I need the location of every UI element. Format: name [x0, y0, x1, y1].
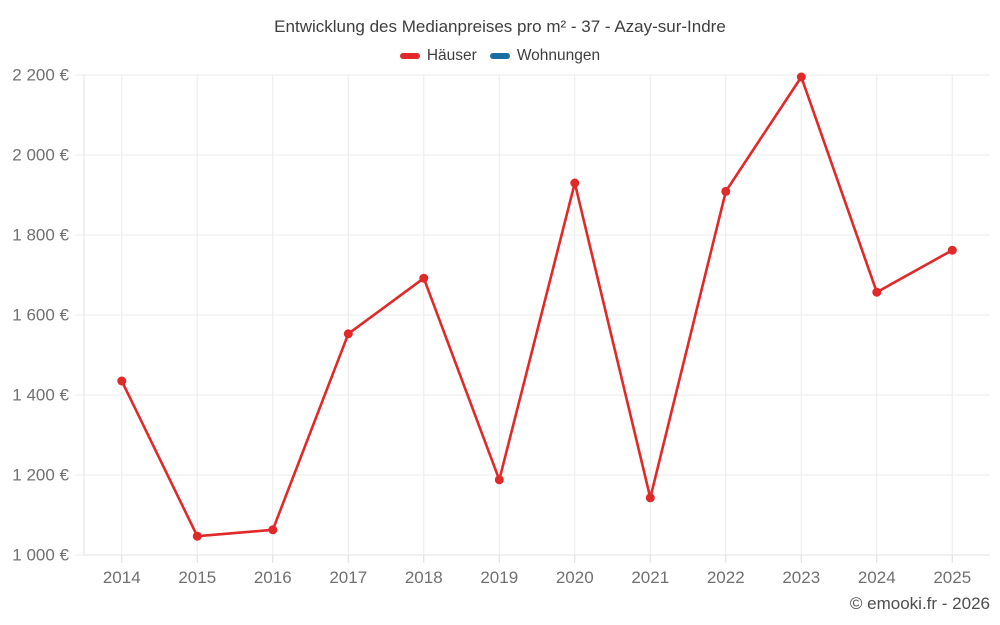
data-point-2022[interactable] — [721, 186, 731, 196]
data-point-2025[interactable] — [947, 245, 957, 255]
x-axis-label: 2021 — [631, 568, 669, 587]
x-axis-label: 2019 — [480, 568, 518, 587]
x-axis-label: 2017 — [329, 568, 367, 587]
legend-label-wohnungen: Wohnungen — [516, 47, 601, 64]
data-point-2023[interactable] — [796, 72, 806, 82]
data-point-2019[interactable] — [494, 475, 504, 485]
y-axis-label: 1 200 € — [12, 466, 69, 485]
x-axis-label: 2025 — [933, 568, 971, 587]
y-axis-label: 2 200 € — [12, 66, 69, 85]
legend-item-haeuser[interactable]: Häuser — [399, 47, 477, 65]
y-axis-label: 1 000 € — [12, 546, 69, 565]
data-point-2020[interactable] — [570, 178, 580, 188]
x-axis-label: 2020 — [556, 568, 594, 587]
data-point-2024[interactable] — [872, 287, 882, 297]
copyright: © emooki.fr - 2026 — [849, 594, 990, 613]
y-axis-label: 1 800 € — [12, 226, 69, 245]
legend-label-haeuser: Häuser — [426, 47, 477, 64]
y-axis-label: 2 000 € — [12, 146, 69, 165]
y-axis-label: 1 600 € — [12, 306, 69, 325]
x-axis-label: 2016 — [254, 568, 292, 587]
data-point-2017[interactable] — [343, 329, 353, 339]
legend-swatch-wohnungen-icon — [489, 53, 510, 59]
x-axis-label: 2024 — [858, 568, 896, 587]
data-point-2018[interactable] — [419, 273, 429, 283]
legend-swatch-haeuser-icon — [399, 53, 420, 59]
chart-title: Entwicklung des Medianpreises pro m² - 3… — [274, 17, 726, 36]
y-axis-label: 1 400 € — [12, 386, 69, 405]
x-axis-label: 2015 — [178, 568, 216, 587]
x-axis-label: 2014 — [103, 568, 141, 587]
data-point-2016[interactable] — [268, 525, 278, 535]
x-axis-label: 2023 — [782, 568, 820, 587]
data-point-2021[interactable] — [645, 493, 655, 503]
data-point-2014[interactable] — [117, 376, 127, 386]
legend-item-wohnungen[interactable]: Wohnungen — [489, 47, 601, 65]
x-axis-label: 2022 — [707, 568, 745, 587]
x-axis-label: 2018 — [405, 568, 443, 587]
legend: Häuser Wohnungen — [0, 47, 1000, 65]
data-point-2015[interactable] — [192, 531, 202, 541]
series-line-0 — [120, 75, 954, 538]
